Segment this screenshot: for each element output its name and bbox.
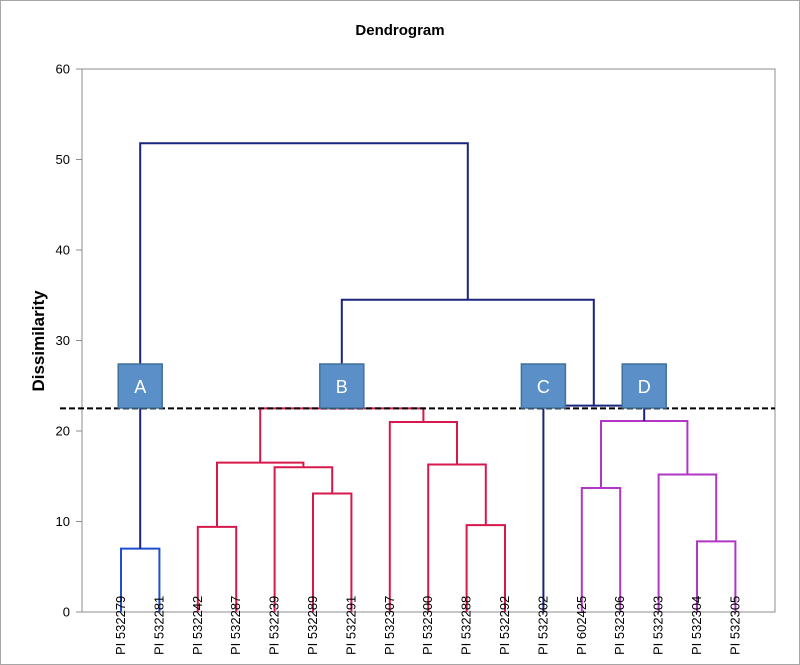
y-tick-label: 30	[56, 333, 70, 348]
leaf-label: PI 532303	[651, 596, 666, 655]
y-tick-label: 20	[56, 424, 70, 439]
dendrogram-link	[312, 492, 353, 612]
cluster-badge	[319, 363, 365, 409]
cluster-badge-label: C	[537, 377, 550, 397]
leaf-label: PI 532289	[305, 596, 320, 655]
leaf-label: PI 532288	[459, 596, 474, 655]
leaf-label: PI 532302	[535, 596, 550, 655]
leaf-label: PI 532291	[343, 596, 358, 655]
leaf-label: PI 532281	[151, 596, 166, 655]
leaf-label: PI 532287	[228, 596, 243, 655]
dendrogram-link	[427, 463, 487, 612]
leaf-label: PI 532300	[420, 596, 435, 655]
cluster-badge	[117, 363, 163, 409]
leaf-label: PI 532305	[727, 596, 742, 655]
dendrogram-link	[657, 473, 718, 612]
dendrogram-link	[259, 407, 425, 463]
cluster-badge	[520, 363, 567, 409]
cluster-badge-label: D	[638, 377, 651, 397]
dendrogram-link	[580, 487, 622, 612]
y-tick-label: 60	[56, 62, 70, 77]
dendrogram-link	[216, 461, 305, 527]
leaf-label: PI 532279	[113, 596, 128, 655]
dendrogram-link	[388, 420, 458, 612]
cluster-badge-label: A	[134, 377, 146, 397]
cluster-badge-label: B	[336, 377, 348, 397]
dendrogram-link	[139, 142, 469, 549]
y-tick-label: 40	[56, 243, 70, 258]
y-tick-label: 10	[56, 514, 70, 529]
leaf-label: PI 532307	[382, 596, 397, 655]
dendrogram-link	[600, 420, 689, 489]
dendrogram-link	[273, 466, 334, 612]
leaf-label: PI 532242	[190, 596, 205, 655]
y-tick-label: 0	[63, 605, 70, 620]
leaf-label: PI 532292	[497, 596, 512, 655]
leaf-label: PI 532304	[689, 596, 704, 655]
leaf-label: PI 532239	[267, 596, 282, 655]
y-axis-label: Dissimilarity	[29, 290, 48, 392]
y-tick-label: 50	[56, 152, 70, 167]
chart-title: Dendrogram	[355, 22, 444, 39]
leaf-label: PI 602425	[574, 596, 589, 655]
leaf-label: PI 532306	[612, 596, 627, 655]
dendrogram-link	[542, 404, 646, 612]
cluster-badge	[621, 363, 667, 409]
